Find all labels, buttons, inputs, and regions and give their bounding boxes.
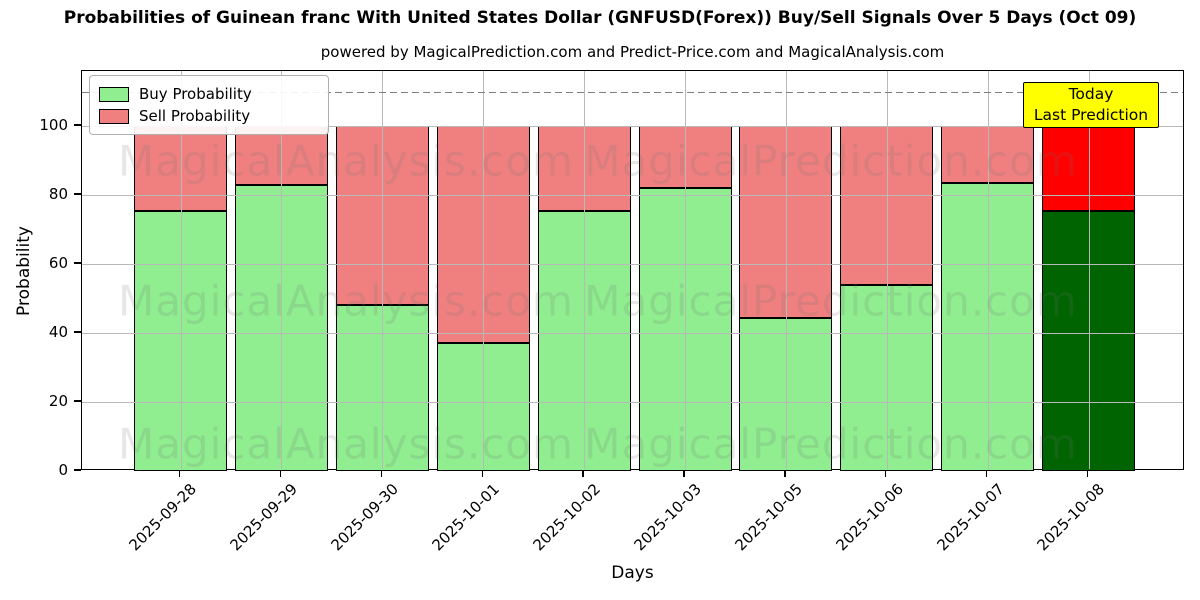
legend-label-buy: Buy Probability bbox=[139, 85, 252, 103]
x-tick-label-2025-10-06: 2025-10-06 bbox=[832, 480, 907, 555]
x-tick-mark-2025-09-28 bbox=[178, 470, 181, 477]
x-tick-label-2025-09-30: 2025-09-30 bbox=[327, 480, 403, 555]
x-tick-mark-2025-10-07 bbox=[986, 470, 988, 477]
y-tick-mark-80 bbox=[74, 193, 81, 195]
gridline-x-2025-10-08 bbox=[1088, 71, 1090, 469]
x-tick-mark-2025-10-06 bbox=[885, 470, 887, 477]
gridline-x-2025-09-28 bbox=[180, 71, 182, 469]
gridline-x-2025-10-05 bbox=[785, 71, 787, 469]
gridline-x-2025-10-01 bbox=[483, 71, 485, 469]
y-tick-mark-100 bbox=[74, 124, 81, 126]
y-axis-title: Probability bbox=[14, 226, 34, 316]
x-tick-mark-2025-09-30 bbox=[380, 470, 382, 477]
legend-label-sell: Sell Probability bbox=[139, 107, 251, 125]
chart-title: Probabilities of Guinean franc With Unit… bbox=[63, 8, 1137, 28]
chart-subtitle: powered by MagicalPrediction.com and Pre… bbox=[320, 43, 945, 61]
y-tick-label-40: 40 bbox=[48, 323, 68, 342]
y-tick-label-60: 60 bbox=[48, 254, 68, 273]
y-tick-mark-0 bbox=[74, 469, 81, 471]
watermark-text-1-0: MagicalAnalysis.com bbox=[118, 276, 574, 326]
y-tick-label-100: 100 bbox=[39, 116, 68, 135]
x-tick-mark-2025-10-03 bbox=[683, 470, 685, 477]
gridline-y-60 bbox=[82, 264, 1183, 266]
x-tick-label-2025-10-01: 2025-10-01 bbox=[428, 480, 503, 555]
x-tick-label-2025-10-08: 2025-10-08 bbox=[1033, 480, 1109, 555]
x-tick-mark-2025-09-29 bbox=[279, 470, 282, 477]
gridline-x-2025-10-07 bbox=[987, 71, 989, 469]
gridline-y-40 bbox=[82, 333, 1183, 335]
legend-row-sell: Sell Probability bbox=[99, 105, 318, 127]
gridline-x-2025-09-30 bbox=[382, 71, 384, 469]
gridline-x-2025-10-03 bbox=[685, 71, 686, 469]
today-annotation-line2: Last Prediction bbox=[1033, 106, 1149, 124]
legend: Buy Probability Sell Probability bbox=[89, 75, 329, 135]
watermark-text-2-0: MagicalAnalysis.com bbox=[118, 419, 574, 469]
gridline-y-20 bbox=[82, 402, 1183, 404]
threshold-dashed-line bbox=[82, 91, 1183, 94]
x-tick-mark-2025-10-02 bbox=[582, 470, 584, 477]
today-annotation: Today Last Prediction bbox=[1023, 82, 1159, 128]
gridline-y-100 bbox=[82, 126, 1183, 128]
watermark-text-0-0: MagicalAnalysis.com bbox=[118, 136, 574, 186]
x-axis-title: Days bbox=[611, 563, 654, 583]
x-tick-label-2025-10-03: 2025-10-03 bbox=[630, 480, 705, 555]
y-tick-mark-40 bbox=[74, 331, 81, 333]
gridline-y-80 bbox=[82, 195, 1183, 197]
watermark-text-1-1: MagicalPrediction.com bbox=[584, 276, 1078, 326]
today-annotation-line1: Today bbox=[1068, 85, 1114, 103]
x-tick-label-2025-10-02: 2025-10-02 bbox=[529, 480, 604, 555]
plot-area: MagicalAnalysis.com MagicalPrediction.com… bbox=[81, 70, 1184, 471]
y-tick-mark-20 bbox=[74, 400, 81, 402]
x-tick-mark-2025-10-01 bbox=[481, 470, 483, 477]
gridline-x-2025-09-29 bbox=[281, 71, 283, 469]
watermark-text-0-1: MagicalPrediction.com bbox=[584, 136, 1078, 186]
watermark-text-2-1: MagicalPrediction.com bbox=[584, 419, 1078, 469]
sell-swatch-icon bbox=[99, 108, 129, 124]
legend-row-buy: Buy Probability bbox=[99, 83, 318, 105]
x-tick-label-2025-10-05: 2025-10-05 bbox=[731, 480, 806, 555]
y-tick-label-0: 0 bbox=[58, 461, 68, 479]
y-tick-mark-60 bbox=[74, 262, 81, 264]
y-tick-label-20: 20 bbox=[48, 392, 68, 411]
buy-swatch-icon bbox=[99, 86, 129, 102]
y-tick-label-80: 80 bbox=[48, 185, 68, 204]
x-tick-label-2025-09-29: 2025-09-29 bbox=[226, 480, 302, 555]
x-tick-label-2025-09-28: 2025-09-28 bbox=[125, 480, 201, 555]
x-tick-mark-2025-10-08 bbox=[1086, 470, 1089, 477]
gridline-x-2025-10-06 bbox=[886, 71, 888, 469]
x-tick-label-2025-10-07: 2025-10-07 bbox=[933, 480, 1008, 555]
x-tick-mark-2025-10-05 bbox=[784, 470, 786, 477]
gridline-x-2025-10-02 bbox=[584, 71, 586, 469]
